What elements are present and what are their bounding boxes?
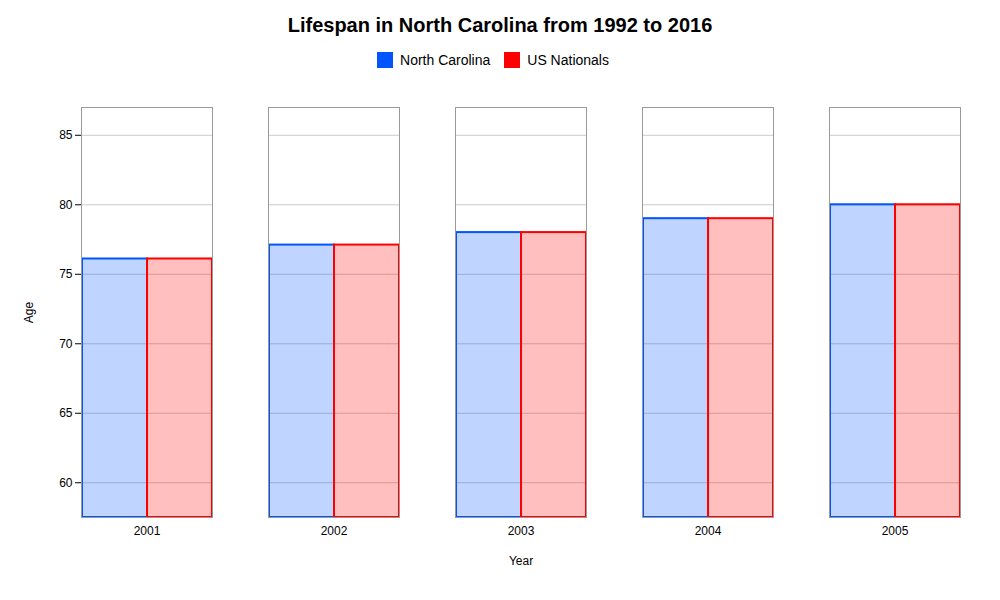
svg-text:2002: 2002 [321, 524, 348, 538]
svg-text:60: 60 [59, 476, 73, 490]
html-text:US Nationals: US Nationals [527, 51, 609, 68]
svg-text:2003: 2003 [508, 524, 535, 538]
svg-text:65: 65 [59, 406, 73, 420]
svg-text:85: 85 [59, 128, 73, 142]
svg-text:2001: 2001 [134, 524, 161, 538]
svg-text:70: 70 [59, 337, 73, 351]
svg-text:80: 80 [59, 198, 73, 212]
html-text:North Carolina: North Carolina [400, 51, 491, 68]
svg-text:Year: Year [509, 554, 533, 568]
svg-text:75: 75 [59, 267, 73, 281]
html-text:Lifespan in North Carolina fro: Lifespan in North Carolina from 1992 to … [287, 14, 713, 36]
svg-text:Age: Age [22, 302, 36, 324]
svg-text:2005: 2005 [882, 524, 909, 538]
svg-text:2004: 2004 [695, 524, 722, 538]
